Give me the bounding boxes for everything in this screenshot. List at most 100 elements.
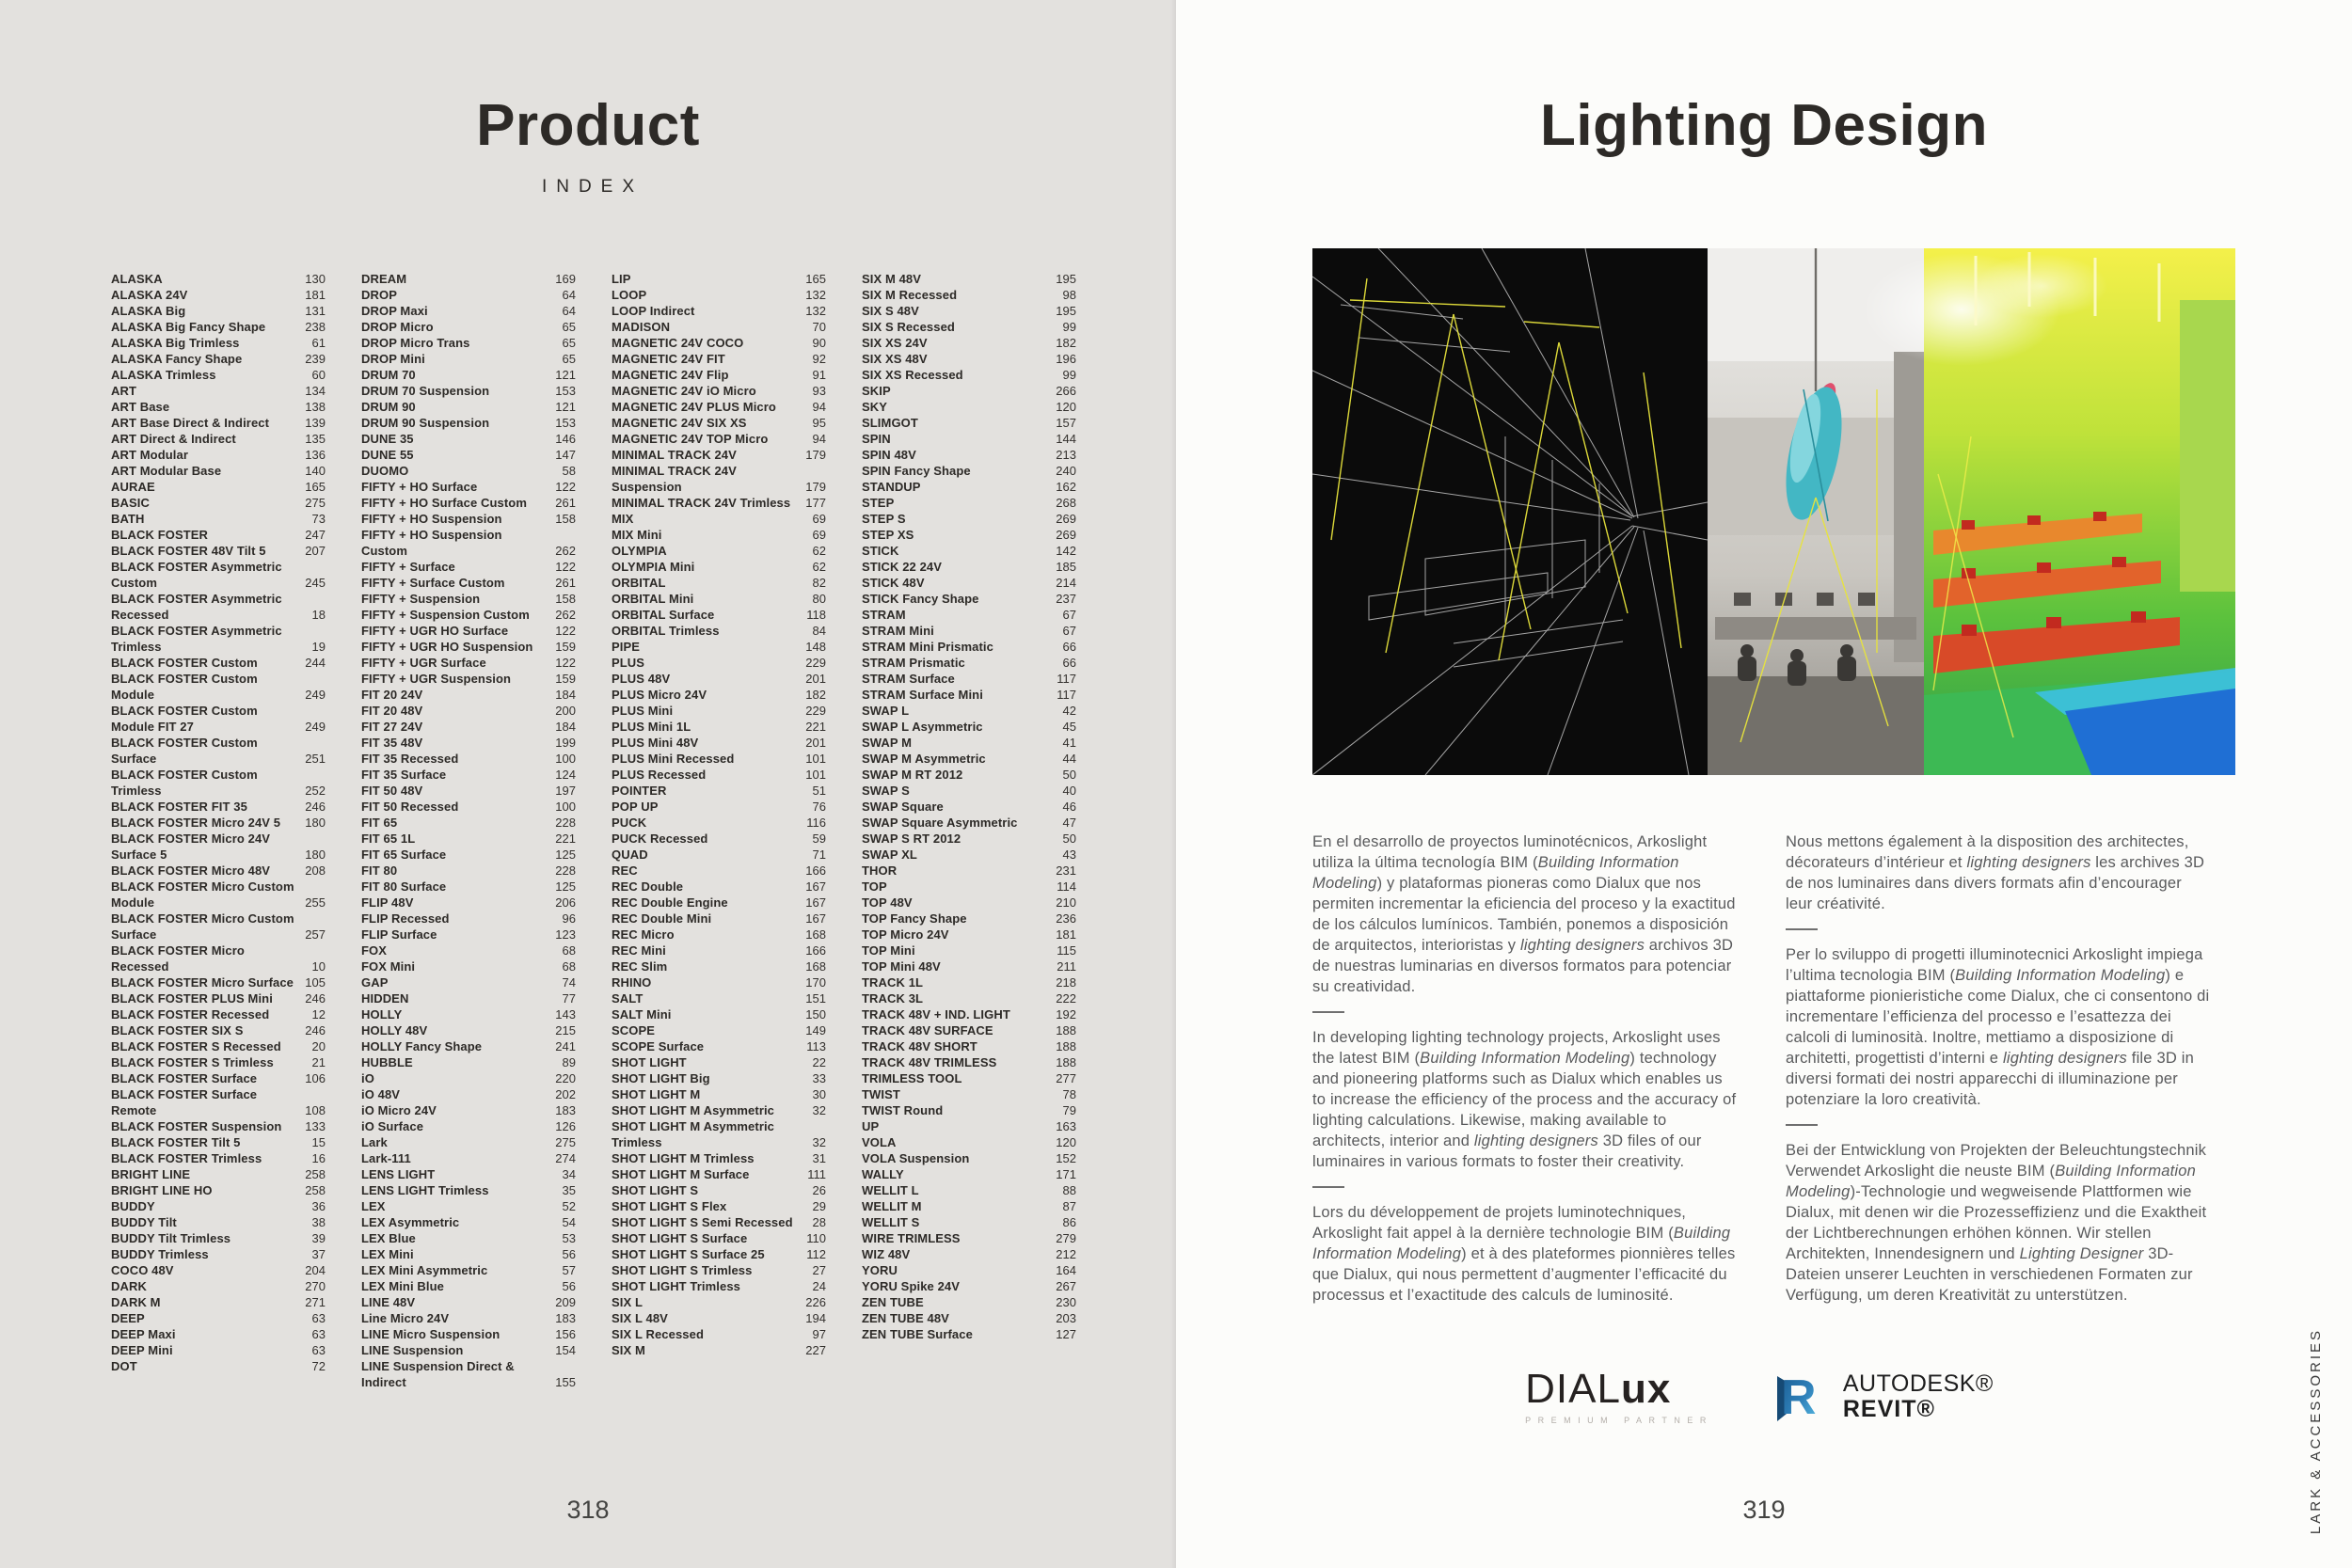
index-entry-page: 201 xyxy=(805,672,826,686)
index-entry-page: 182 xyxy=(1056,336,1076,350)
index-entry-page: 179 xyxy=(805,448,826,462)
index-entry-page: 270 xyxy=(305,1279,326,1293)
index-entry: PUCK Recessed 59 xyxy=(612,831,826,847)
index-entry: DEEP 63 xyxy=(111,1310,326,1326)
autodesk-revit-logo: R AUTODESK® REVIT® xyxy=(1773,1369,1994,1425)
index-entry-page: 203 xyxy=(1056,1311,1076,1325)
index-entry-name: AURAE xyxy=(111,480,155,494)
index-entry-page: 206 xyxy=(555,895,576,910)
index-entry-name: SHOT LIGHT M Asymmetric Trimless xyxy=(612,1119,775,1149)
index-entry: HOLLY 48V 215 xyxy=(361,1022,576,1038)
index-entry-name: WELLIT M xyxy=(862,1199,922,1213)
index-entry-name: FIFTY + UGR Surface xyxy=(361,656,486,670)
index-entry-name: STEP xyxy=(862,496,895,510)
index-entry-page: 169 xyxy=(555,272,576,286)
index-entry-page: 246 xyxy=(305,991,326,1006)
index-entry-name: OLYMPIA xyxy=(612,544,667,558)
index-entry-name: SHOT LIGHT xyxy=(612,1055,687,1069)
index-entry: FOX Mini 68 xyxy=(361,958,576,974)
index-entry: BLACK FOSTER Micro Custom Surface 257 xyxy=(111,911,326,942)
index-entry-page: 180 xyxy=(305,847,326,862)
index-entry-page: 168 xyxy=(805,959,826,974)
index-entry: DUNE 55 147 xyxy=(361,447,576,463)
index-entry-page: 46 xyxy=(1062,800,1076,814)
index-entry-name: SHOT LIGHT S Flex xyxy=(612,1199,727,1213)
index-entry: ALASKA 130 xyxy=(111,271,326,287)
index-entry: STRAM Surface Mini 117 xyxy=(862,687,1076,703)
index-entry-page: 124 xyxy=(555,768,576,782)
index-entry-page: 133 xyxy=(305,1119,326,1133)
index-entry-name: ORBITAL Mini xyxy=(612,592,694,606)
index-entry: BLACK FOSTER Asymmetric Trimless 19 xyxy=(111,623,326,655)
index-entry-page: 89 xyxy=(562,1055,576,1069)
index-entry: TOP Micro 24V 181 xyxy=(862,927,1076,942)
index-entry: FIT 35 48V 199 xyxy=(361,735,576,751)
index-entry-page: 262 xyxy=(555,608,576,622)
index-entry-page: 100 xyxy=(555,752,576,766)
index-entry: SIX S 48V 195 xyxy=(862,303,1076,319)
index-entry-page: 77 xyxy=(562,991,576,1006)
index-entry: PLUS 229 xyxy=(612,655,826,671)
page-number-left: 318 xyxy=(566,1496,610,1524)
revit-wordmark: AUTODESK® REVIT® xyxy=(1843,1371,1994,1422)
index-entry: STRAM 67 xyxy=(862,607,1076,623)
index-entry-name: BLACK FOSTER Surface Remote xyxy=(111,1087,258,1117)
index-entry: BLACK FOSTER Surface 106 xyxy=(111,1070,326,1086)
index-entry-page: 158 xyxy=(555,512,576,526)
index-entry: OLYMPIA 62 xyxy=(612,543,826,559)
index-entry-page: 134 xyxy=(305,384,326,398)
index-entry: STEP XS 269 xyxy=(862,527,1076,543)
index-entry: DARK M 271 xyxy=(111,1294,326,1310)
index-entry-name: LEX Mini xyxy=(361,1247,414,1261)
index-entry-name: BLACK FOSTER S Trimless xyxy=(111,1055,274,1069)
index-entry: BLACK FOSTER SIX S 246 xyxy=(111,1022,326,1038)
index-entry-page: 57 xyxy=(562,1263,576,1277)
index-entry: ZEN TUBE Surface 127 xyxy=(862,1326,1076,1342)
index-entry-page: 165 xyxy=(805,272,826,286)
index-entry: FIT 65 1L 221 xyxy=(361,831,576,847)
index-entry: DEEP Mini 63 xyxy=(111,1342,326,1358)
index-entry-page: 261 xyxy=(555,576,576,590)
index-entry: LEX Mini Blue 56 xyxy=(361,1278,576,1294)
index-entry-name: PLUS Recessed xyxy=(612,768,707,782)
index-entry-name: SHOT LIGHT S xyxy=(612,1183,699,1197)
index-entry-page: 237 xyxy=(1056,592,1076,606)
index-entry-name: VOLA xyxy=(862,1135,897,1149)
index-entry-page: 82 xyxy=(812,576,826,590)
index-entry-page: 182 xyxy=(805,688,826,702)
index-entry-page: 59 xyxy=(812,832,826,846)
index-entry-name: DUNE 55 xyxy=(361,448,414,462)
index-entry: MAGNETIC 24V TOP Micro 94 xyxy=(612,431,826,447)
index-entry-page: 156 xyxy=(555,1327,576,1341)
paragraph-fr: Nous mettons également à la disposition … xyxy=(1786,833,2205,912)
index-entry-name: ART Direct & Indirect xyxy=(111,432,236,446)
index-entry-page: 31 xyxy=(812,1151,826,1165)
index-entry-name: SCOPE Surface xyxy=(612,1039,705,1053)
index-entry: ALASKA 24V 181 xyxy=(111,287,326,303)
index-entry: ALASKA Big Trimless 61 xyxy=(111,335,326,351)
index-entry-name: LEX Mini Asymmetric xyxy=(361,1263,488,1277)
index-entry: BLACK FOSTER Custom 244 xyxy=(111,655,326,671)
index-entry: BLACK FOSTER Micro Recessed 10 xyxy=(111,942,326,974)
index-entry-name: ALASKA Big xyxy=(111,304,186,318)
index-entry-page: 154 xyxy=(555,1343,576,1357)
revit-r-icon: R xyxy=(1776,1370,1816,1425)
index-entry-name: BASIC xyxy=(111,496,150,510)
index-entry-page: 99 xyxy=(1062,320,1076,334)
index-entry-name: FIFTY + HO Suspension xyxy=(361,512,502,526)
index-entry: DUOMO 58 xyxy=(361,463,576,479)
index-entry-page: 147 xyxy=(555,448,576,462)
index-entry-page: 274 xyxy=(555,1151,576,1165)
index-entry: WELLIT L 88 xyxy=(862,1182,1076,1198)
index-entry-name: SIX L 48V xyxy=(612,1311,668,1325)
index-entry: SCOPE 149 xyxy=(612,1022,826,1038)
index-entry: SIX L 226 xyxy=(612,1294,826,1310)
index-entry: SHOT LIGHT S Flex 29 xyxy=(612,1198,826,1214)
index-entry-page: 245 xyxy=(305,576,326,590)
index-entry-name: FIFTY + HO Surface Custom xyxy=(361,496,527,510)
index-entry: SCOPE Surface 113 xyxy=(612,1038,826,1054)
index-entry: MAGNETIC 24V COCO 90 xyxy=(612,335,826,351)
index-entry-page: 246 xyxy=(305,800,326,814)
index-entry-page: 18 xyxy=(311,608,326,622)
index-entry: FIT 35 Surface 124 xyxy=(361,767,576,783)
